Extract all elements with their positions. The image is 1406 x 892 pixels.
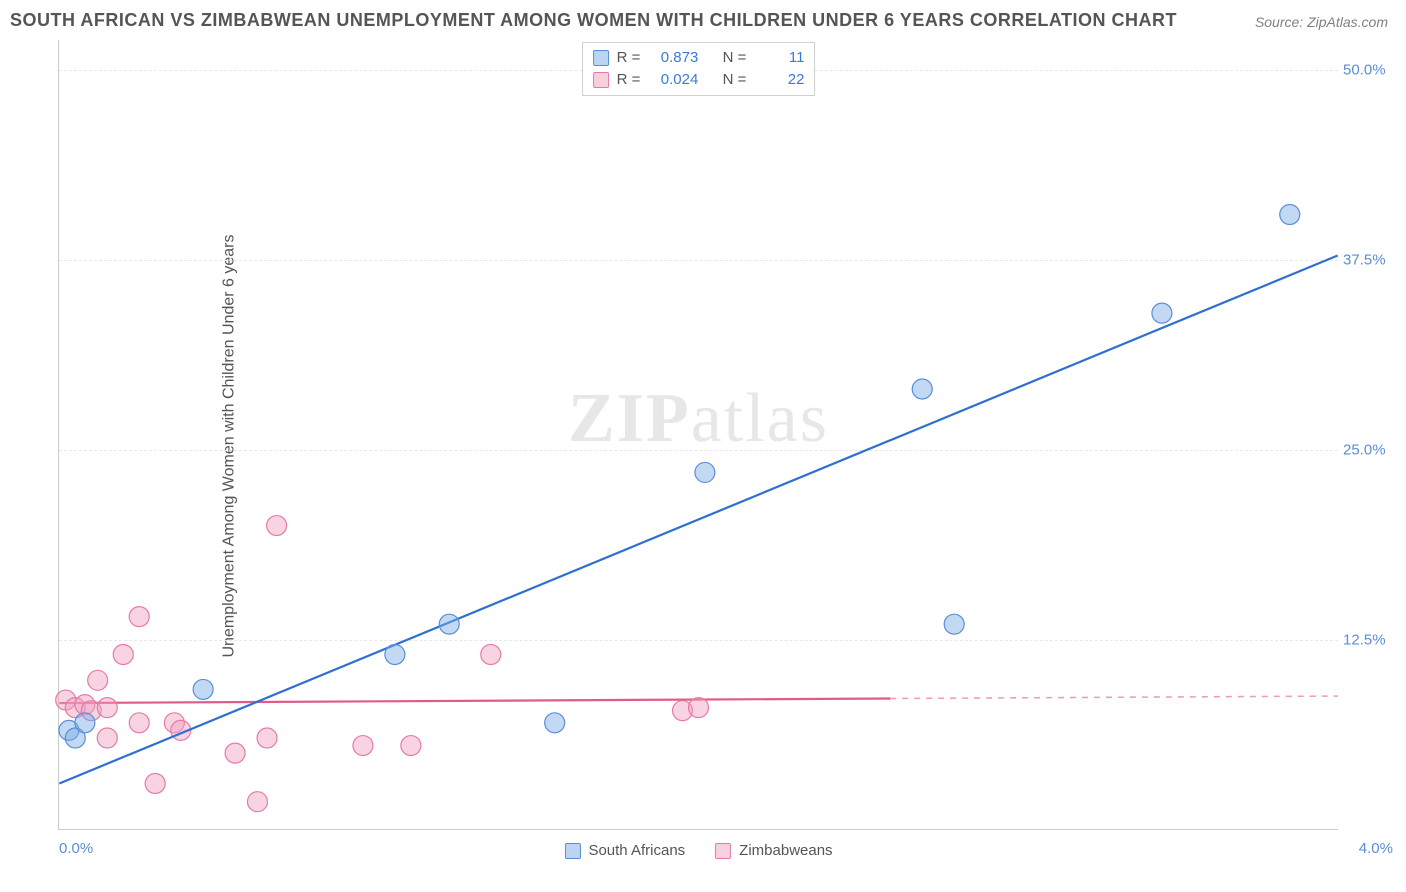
zimbabweans-point <box>225 743 245 763</box>
south-africans-point <box>1152 303 1172 323</box>
y-tick-label: 50.0% <box>1343 62 1398 79</box>
legend-label-pink: Zimbabweans <box>739 842 832 859</box>
zimbabweans-point <box>401 736 421 756</box>
zimbabweans-point <box>113 645 133 665</box>
swatch-blue-icon <box>593 50 609 66</box>
stats-r-label-2: R = <box>617 69 641 91</box>
south-africans-point <box>439 614 459 634</box>
stats-r-pink: 0.024 <box>648 69 698 91</box>
source-label: Source: ZipAtlas.com <box>1255 14 1388 30</box>
zimbabweans-trend-line <box>59 699 890 704</box>
x-tick-max: 4.0% <box>1359 840 1393 857</box>
zimbabweans-trend-line-dashed <box>890 696 1337 698</box>
south-africans-point <box>912 379 932 399</box>
legend-swatch-blue-icon <box>564 843 580 859</box>
zimbabweans-point <box>481 645 501 665</box>
zimbabweans-point <box>88 670 108 690</box>
legend-item-south-africans: South Africans <box>564 842 685 859</box>
scatter-svg <box>59 40 1338 829</box>
south-africans-point <box>944 614 964 634</box>
bottom-legend: South Africans Zimbabweans <box>564 842 832 859</box>
y-tick-label: 37.5% <box>1343 252 1398 269</box>
stats-n-blue: 11 <box>754 47 804 69</box>
zimbabweans-point <box>97 698 117 718</box>
zimbabweans-point <box>129 607 149 627</box>
zimbabweans-point <box>145 773 165 793</box>
legend-label-blue: South Africans <box>588 842 685 859</box>
y-tick-label: 25.0% <box>1343 442 1398 459</box>
stats-n-label-2: N = <box>723 69 747 91</box>
south-africans-point <box>1280 205 1300 225</box>
plot-area: ZIPatlas 12.5%25.0%37.5%50.0% R = 0.873 … <box>58 40 1338 830</box>
legend-swatch-pink-icon <box>715 843 731 859</box>
zimbabweans-point <box>689 698 709 718</box>
south-africans-point <box>695 462 715 482</box>
zimbabweans-point <box>257 728 277 748</box>
stats-n-label: N = <box>723 47 747 69</box>
stats-row-blue: R = 0.873 N = 11 <box>593 47 805 69</box>
stats-legend: R = 0.873 N = 11 R = 0.024 N = 22 <box>582 42 816 96</box>
swatch-pink-icon <box>593 72 609 88</box>
zimbabweans-point <box>97 728 117 748</box>
stats-r-label: R = <box>617 47 641 69</box>
south-africans-point <box>385 645 405 665</box>
zimbabweans-point <box>267 516 287 536</box>
stats-row-pink: R = 0.024 N = 22 <box>593 69 805 91</box>
south-africans-point <box>75 713 95 733</box>
x-tick-min: 0.0% <box>59 840 93 857</box>
zimbabweans-point <box>353 736 373 756</box>
zimbabweans-point <box>247 792 267 812</box>
stats-n-pink: 22 <box>754 69 804 91</box>
legend-item-zimbabweans: Zimbabweans <box>715 842 832 859</box>
south-africans-point <box>545 713 565 733</box>
chart-title: SOUTH AFRICAN VS ZIMBABWEAN UNEMPLOYMENT… <box>10 10 1177 31</box>
stats-r-blue: 0.873 <box>648 47 698 69</box>
south-africans-point <box>193 679 213 699</box>
y-tick-label: 12.5% <box>1343 632 1398 649</box>
zimbabweans-point <box>129 713 149 733</box>
